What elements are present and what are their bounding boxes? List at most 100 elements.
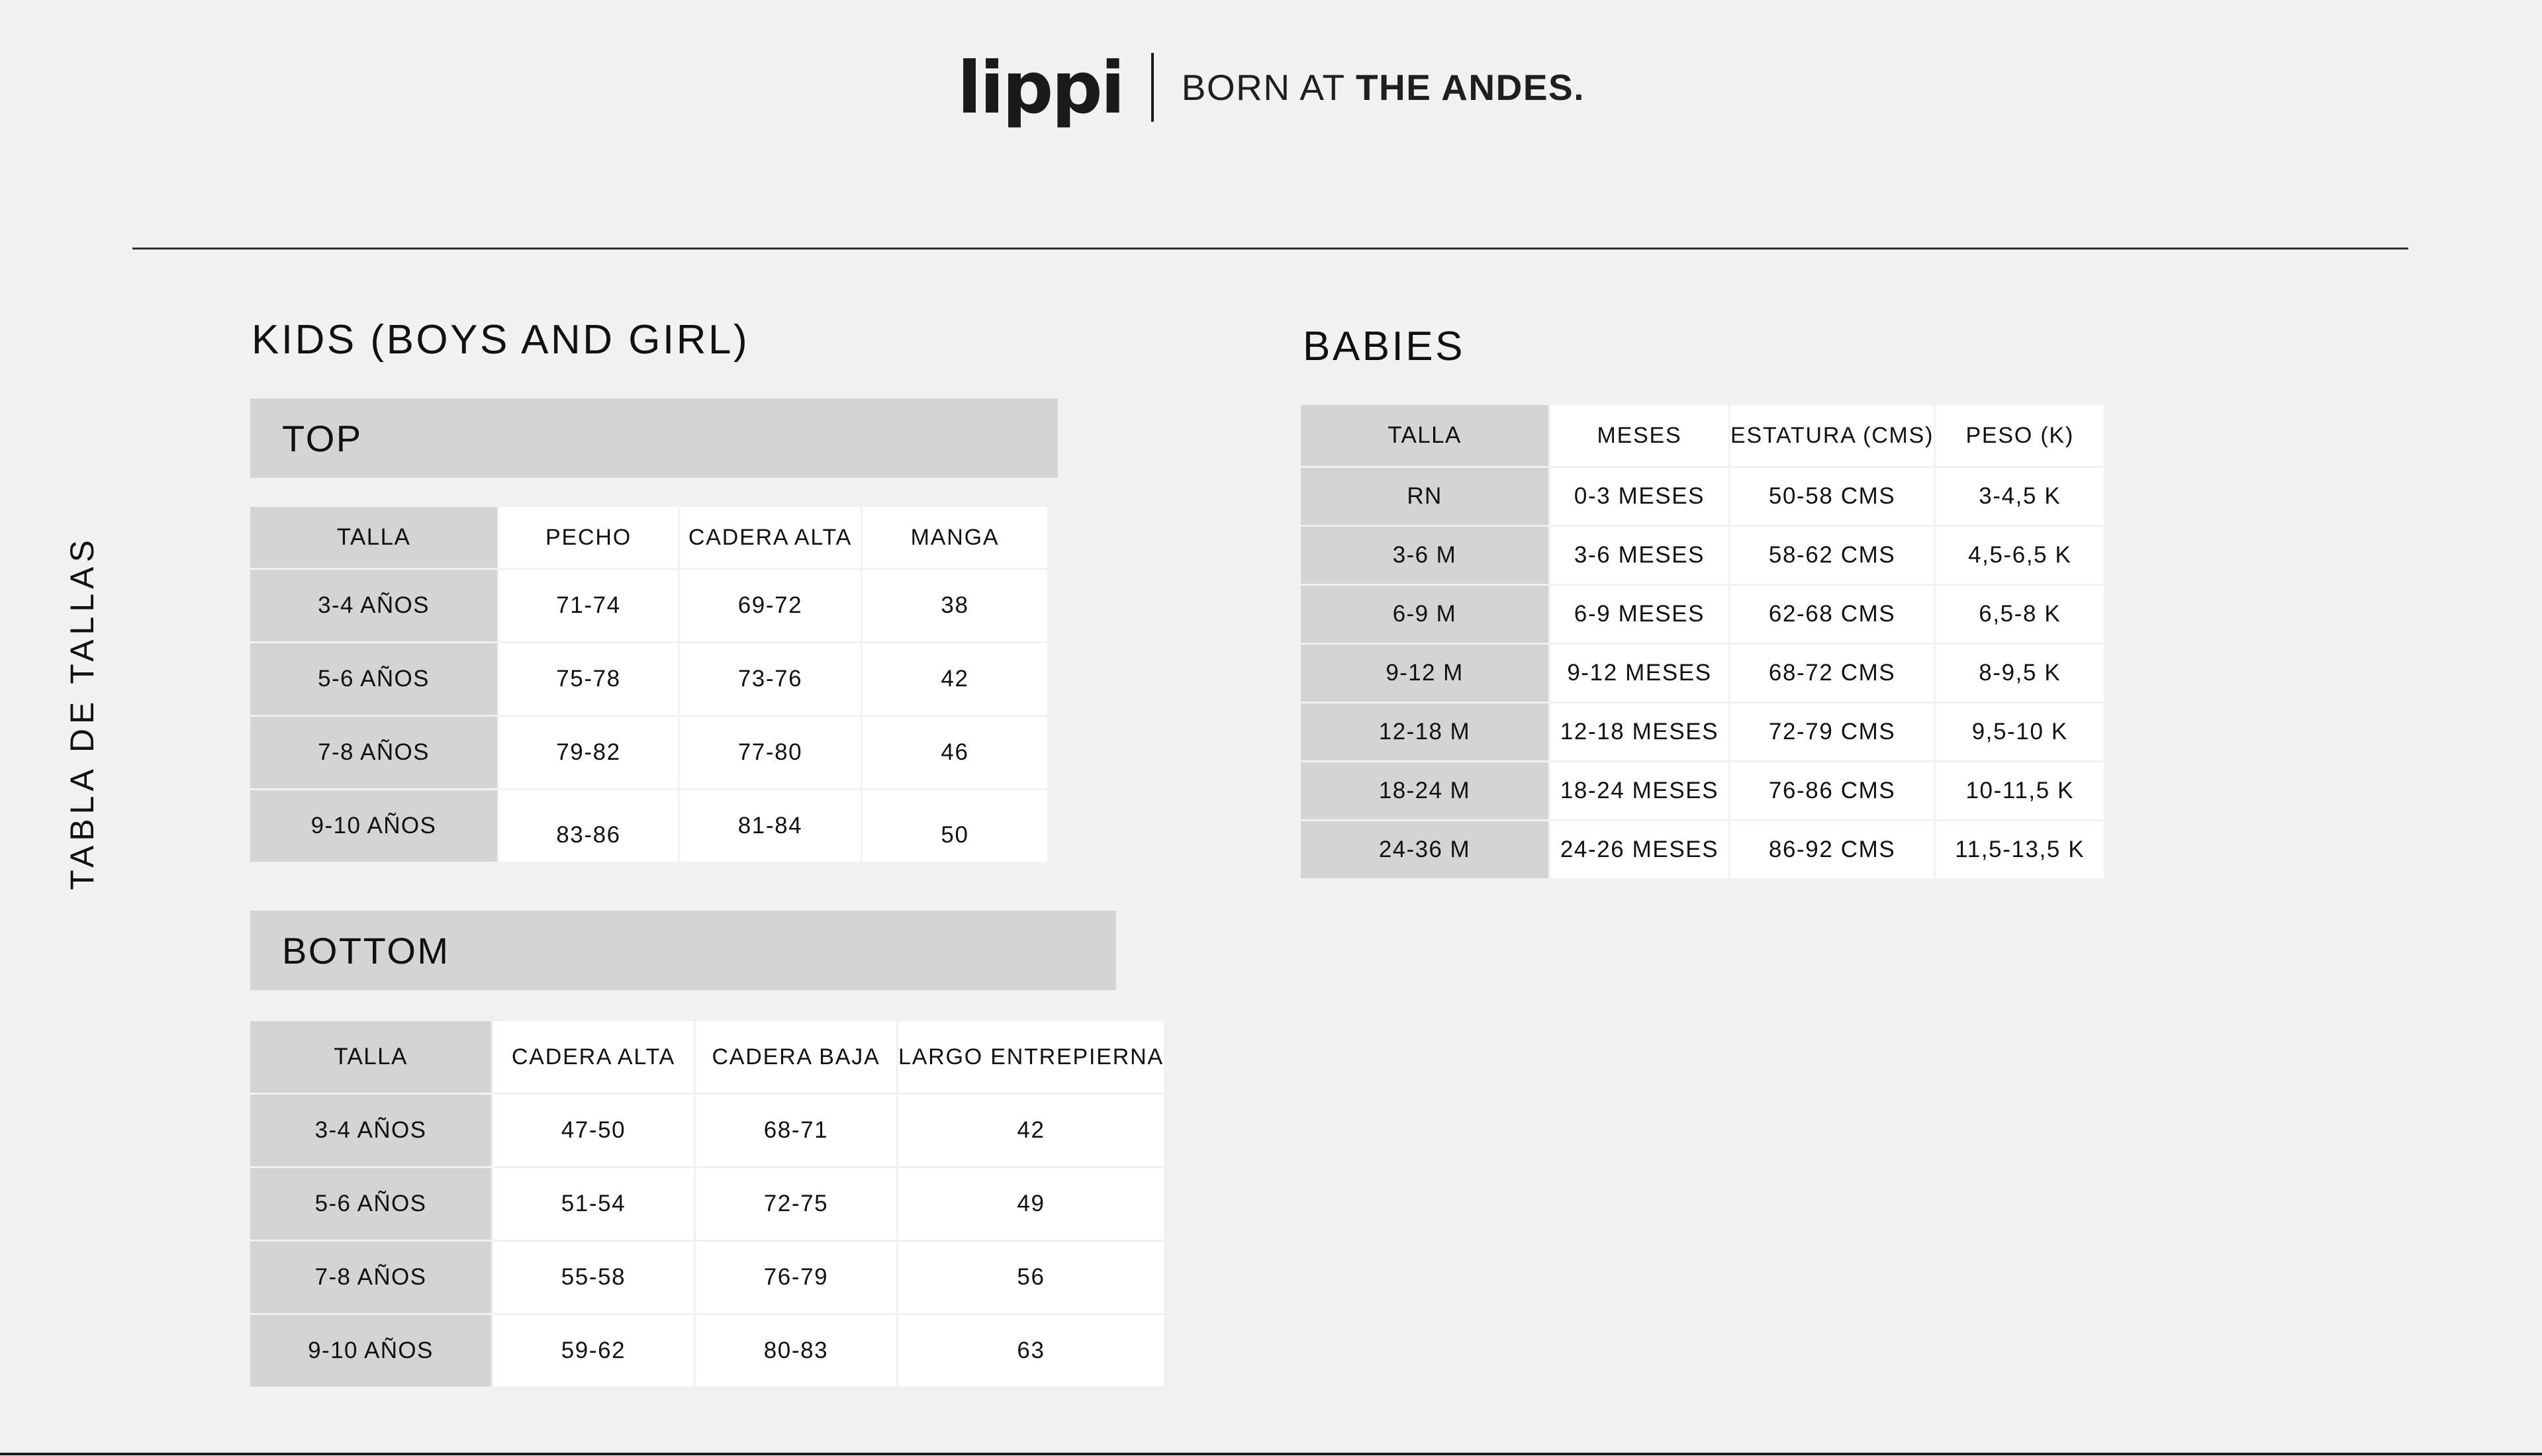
- tagline-light-text: BORN AT: [1181, 67, 1346, 108]
- cell-size: 5-6 AÑOS: [250, 643, 497, 715]
- column-header-cadera-baja: CADERA BAJA: [696, 1021, 896, 1093]
- bottom-group-banner: BOTTOM: [250, 911, 1116, 990]
- cell-estatura: 62-68 CMS: [1730, 586, 1934, 643]
- top-group-banner: TOP: [250, 398, 1058, 478]
- kids-bottom-size-table: TALLA CADERA ALTA CADERA BAJA LARGO ENTR…: [248, 1019, 1166, 1388]
- cell-size: 7-8 AÑOS: [250, 1242, 491, 1313]
- cell-peso: 9,5-10 K: [1936, 704, 2104, 760]
- column-header-estatura: ESTATURA (CMS): [1730, 405, 1934, 466]
- cell-meses: 6-9 MESES: [1550, 586, 1728, 643]
- cell-estatura: 50-58 CMS: [1730, 468, 1934, 525]
- table-row: 6-9 M 6-9 MESES 62-68 CMS 6,5-8 K: [1301, 586, 2104, 643]
- cell-meses: 9-12 MESES: [1550, 645, 1728, 702]
- table-row: 7-8 AÑOS 79-82 77-80 46: [250, 717, 1047, 788]
- table-row: 7-8 AÑOS 55-58 76-79 56: [250, 1242, 1164, 1313]
- cell-peso: 3-4,5 K: [1936, 468, 2104, 525]
- table-row: 5-6 AÑOS 51-54 72-75 49: [250, 1168, 1164, 1240]
- column-header-largo-entrepierna: LARGO ENTREPIERNA: [898, 1021, 1164, 1093]
- cell-peso: 8-9,5 K: [1936, 645, 2104, 702]
- cell-largo-entrepierna: 63: [898, 1315, 1164, 1387]
- cell-peso: 6,5-8 K: [1936, 586, 2104, 643]
- column-header-cadera-alta: CADERA ALTA: [680, 507, 861, 568]
- logo-divider: [1151, 53, 1154, 122]
- lippi-logo: lippi: [957, 47, 1125, 130]
- table-row: 9-10 AÑOS 59-62 80-83 63: [250, 1315, 1164, 1387]
- cell-pecho: 75-78: [499, 643, 678, 715]
- cell-cadera-baja: 76-79: [696, 1242, 896, 1313]
- cell-meses: 3-6 MESES: [1550, 527, 1728, 584]
- cell-size: RN: [1301, 468, 1548, 525]
- cell-size: 24-36 M: [1301, 821, 1548, 878]
- cell-cadera-alta: 55-58: [493, 1242, 694, 1313]
- table-row: 3-4 AÑOS 47-50 68-71 42: [250, 1095, 1164, 1166]
- cell-cadera-alta: 59-62: [493, 1315, 694, 1387]
- cell-cadera-alta: 69-72: [680, 570, 861, 641]
- cell-cadera-alta: 51-54: [493, 1168, 694, 1240]
- cell-estatura: 72-79 CMS: [1730, 704, 1934, 760]
- cell-meses: 24-26 MESES: [1550, 821, 1728, 878]
- tagline-bold-text: THE ANDES.: [1355, 67, 1585, 108]
- brand-tagline: BORN AT THE ANDES.: [1182, 66, 1585, 109]
- cell-peso: 10-11,5 K: [1936, 762, 2104, 819]
- column-header-manga: MANGA: [863, 507, 1047, 568]
- cell-size: 3-4 AÑOS: [250, 570, 497, 641]
- cell-size: 7-8 AÑOS: [250, 717, 497, 788]
- table-row: 3-6 M 3-6 MESES 58-62 CMS 4,5-6,5 K: [1301, 527, 2104, 584]
- cell-size: 12-18 M: [1301, 704, 1548, 760]
- cell-estatura: 76-86 CMS: [1730, 762, 1934, 819]
- column-header-talla: TALLA: [250, 507, 497, 568]
- cell-largo-entrepierna: 42: [898, 1095, 1164, 1166]
- table-row: RN 0-3 MESES 50-58 CMS 3-4,5 K: [1301, 468, 2104, 525]
- tabla-de-tallas-side-label: TABLA DE TALLAS: [64, 535, 101, 890]
- cell-size: 3-6 M: [1301, 527, 1548, 584]
- cell-cadera-alta: 81-84: [680, 790, 861, 862]
- cell-cadera-baja: 72-75: [696, 1168, 896, 1240]
- cell-size: 9-10 AÑOS: [250, 1315, 491, 1387]
- cell-peso: 4,5-6,5 K: [1936, 527, 2104, 584]
- cell-estatura: 58-62 CMS: [1730, 527, 1934, 584]
- table-header-row: TALLA MESES ESTATURA (CMS) PESO (K): [1301, 405, 2104, 466]
- cell-estatura: 86-92 CMS: [1730, 821, 1934, 878]
- table-row: 9-10 AÑOS 83-86 81-84 50: [250, 790, 1047, 862]
- cell-size: 18-24 M: [1301, 762, 1548, 819]
- table-row: 5-6 AÑOS 75-78 73-76 42: [250, 643, 1047, 715]
- cell-meses: 0-3 MESES: [1550, 468, 1728, 525]
- cell-manga: 38: [863, 570, 1047, 641]
- kids-top-size-table: TALLA PECHO CADERA ALTA MANGA 3-4 AÑOS 7…: [248, 505, 1049, 864]
- cell-estatura: 68-72 CMS: [1730, 645, 1934, 702]
- cell-pecho: 83-86: [499, 790, 678, 862]
- column-header-peso: PESO (K): [1936, 405, 2104, 466]
- column-header-talla: TALLA: [250, 1021, 491, 1093]
- cell-largo-entrepierna: 56: [898, 1242, 1164, 1313]
- cell-size: 3-4 AÑOS: [250, 1095, 491, 1166]
- cell-cadera-alta: 47-50: [493, 1095, 694, 1166]
- cell-size: 9-10 AÑOS: [250, 790, 497, 862]
- cell-largo-entrepierna: 49: [898, 1168, 1164, 1240]
- column-header-cadera-alta: CADERA ALTA: [493, 1021, 694, 1093]
- brand-header: lippi BORN AT THE ANDES.: [0, 0, 2542, 199]
- footer-divider-rule: [0, 1453, 2542, 1455]
- babies-section-heading: BABIES: [1303, 324, 1465, 369]
- babies-size-table: TALLA MESES ESTATURA (CMS) PESO (K) RN 0…: [1299, 403, 2106, 880]
- cell-manga: 42: [863, 643, 1047, 715]
- cell-cadera-baja: 68-71: [696, 1095, 896, 1166]
- top-banner-label: TOP: [282, 417, 363, 459]
- table-row: 24-36 M 24-26 MESES 86-92 CMS 11,5-13,5 …: [1301, 821, 2104, 878]
- table-header-row: TALLA PECHO CADERA ALTA MANGA: [250, 507, 1047, 568]
- table-row: 18-24 M 18-24 MESES 76-86 CMS 10-11,5 K: [1301, 762, 2104, 819]
- cell-meses: 18-24 MESES: [1550, 762, 1728, 819]
- column-header-pecho: PECHO: [499, 507, 678, 568]
- cell-meses: 12-18 MESES: [1550, 704, 1728, 760]
- cell-cadera-baja: 80-83: [696, 1315, 896, 1387]
- cell-cadera-alta: 73-76: [680, 643, 861, 715]
- cell-pecho: 79-82: [499, 717, 678, 788]
- kids-section-heading: KIDS (BOYS AND GIRL): [252, 317, 750, 363]
- cell-size: 9-12 M: [1301, 645, 1548, 702]
- column-header-talla: TALLA: [1301, 405, 1548, 466]
- cell-manga: 50: [863, 790, 1047, 862]
- table-row: 9-12 M 9-12 MESES 68-72 CMS 8-9,5 K: [1301, 645, 2104, 702]
- table-row: 3-4 AÑOS 71-74 69-72 38: [250, 570, 1047, 641]
- cell-pecho: 71-74: [499, 570, 678, 641]
- cell-cadera-alta: 77-80: [680, 717, 861, 788]
- header-divider-rule: [132, 248, 2408, 250]
